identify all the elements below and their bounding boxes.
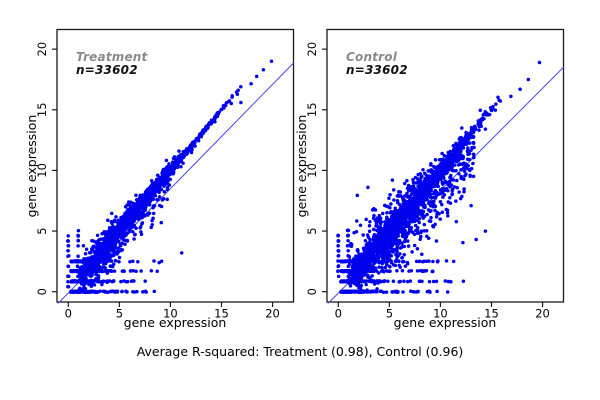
y-tick-label: 0 <box>35 288 49 295</box>
control-points-layer <box>336 60 542 294</box>
y-tick-label: 0 <box>305 288 319 295</box>
control-panel-title: Control <box>346 50 398 64</box>
control-x-axis-title: gene expression <box>394 315 497 330</box>
treatment-panel-label: Treatment n=33602 <box>76 51 147 77</box>
x-tick-label: 5 <box>386 307 393 321</box>
x-tick-label: 5 <box>116 307 123 321</box>
control-y-axis-title: gene expression <box>294 115 309 218</box>
x-tick-label: 15 <box>484 307 499 321</box>
treatment-points-layer <box>66 59 274 294</box>
plot-box <box>326 28 565 303</box>
y-tick-label: 5 <box>35 227 49 234</box>
control-n-label: n=33602 <box>346 63 408 77</box>
control-scatter-plot: 0 5 10 15 20 0 5 10 15 20 gene expression gene ex… <box>294 28 565 330</box>
scatter-panel-control: 0 5 10 15 20 0 5 10 15 20 gene expression gene ex… <box>270 0 570 345</box>
y-tick-label: 15 <box>305 102 319 117</box>
x-tick-label: 0 <box>65 307 72 321</box>
treatment-axes-frame: 0 5 10 15 20 0 5 10 15 20 <box>35 28 295 321</box>
treatment-y-axis-title: gene expression <box>24 115 39 218</box>
treatment-panel-title: Treatment <box>76 50 148 64</box>
scatter-panel-treatment: 0 5 10 15 20 0 5 10 15 20 gene expression gene ex… <box>0 0 300 345</box>
x-tick-label: 20 <box>535 307 550 321</box>
control-panel-label: Control n=33602 <box>346 51 408 77</box>
x-tick-label: 15 <box>214 307 229 321</box>
x-tick-label: 20 <box>265 307 280 321</box>
x-tick-label: 10 <box>433 307 448 321</box>
y-tick-label: 20 <box>305 42 319 57</box>
plot-box <box>56 28 295 303</box>
y-tick-label: 5 <box>305 227 319 234</box>
y-tick-label: 15 <box>35 102 49 117</box>
control-axes-frame: 0 5 10 15 20 0 5 10 15 20 <box>305 28 565 321</box>
x-tick-label: 0 <box>335 307 342 321</box>
x-tick-label: 10 <box>163 307 178 321</box>
treatment-scatter-plot: 0 5 10 15 20 0 5 10 15 20 gene expression gene ex… <box>24 28 295 330</box>
y-tick-label: 10 <box>305 163 319 178</box>
treatment-n-label: n=33602 <box>76 63 138 77</box>
y-tick-label: 20 <box>35 42 49 57</box>
caption: Average R-squared: Treatment (0.98), Con… <box>136 344 464 359</box>
y-tick-label: 10 <box>35 163 49 178</box>
treatment-x-axis-title: gene expression <box>124 315 227 330</box>
